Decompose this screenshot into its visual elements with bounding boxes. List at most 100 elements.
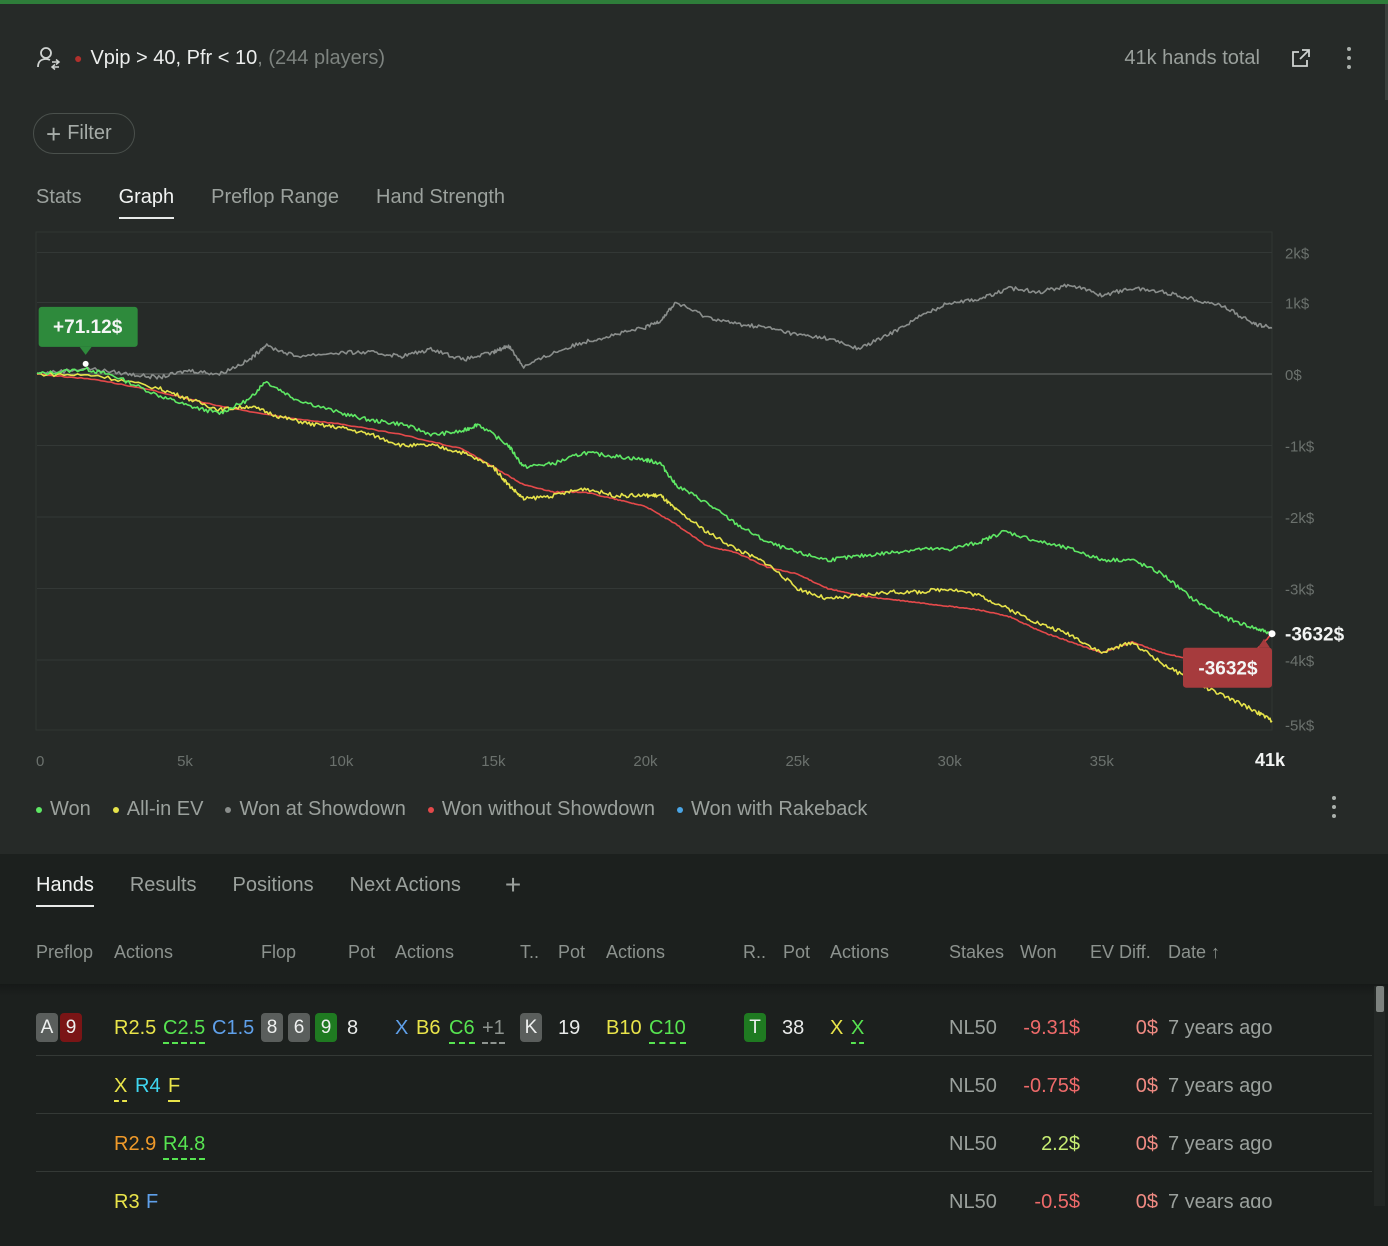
card: 6 xyxy=(288,1013,310,1042)
header-divider xyxy=(0,984,1388,996)
filter-label: Filter xyxy=(67,122,112,144)
card: T xyxy=(744,1013,766,1042)
top-accent-line xyxy=(0,0,1388,4)
action-chip: C2.5 xyxy=(163,1017,206,1044)
ev-diff: 0$ xyxy=(1135,1191,1158,1208)
tooltip-value: +71.12$ xyxy=(53,317,123,338)
end-value-badge-text: -3632$ xyxy=(1198,659,1258,680)
add-tab-icon[interactable]: + xyxy=(504,869,522,900)
col-flop[interactable]: Flop xyxy=(261,942,297,962)
action-chip: R4.8 xyxy=(163,1133,206,1160)
won-amount: -0.75$ xyxy=(1023,1075,1080,1097)
action-chip: C6 xyxy=(449,1017,475,1044)
turn-pot: 19 xyxy=(558,1017,581,1039)
col-won[interactable]: Won xyxy=(1020,942,1057,962)
table-row[interactable]: R2.9 R4.8 NL50 2.2$ 0$ 7 years ago xyxy=(0,1114,1372,1172)
end-value-badge xyxy=(1183,647,1272,688)
card: 8 xyxy=(261,1013,283,1042)
y-tick-label: 0$ xyxy=(1285,367,1302,384)
table-header: Preflop Actions Flop Pot Actions T.. Pot… xyxy=(0,942,1388,966)
tab-next-actions[interactable]: Next Actions xyxy=(349,874,461,896)
col-preflop-actions[interactable]: Actions xyxy=(114,942,174,962)
action-chip: R2.9 xyxy=(114,1133,157,1155)
legend-item-won-at-showdown[interactable]: Won at Showdown xyxy=(225,798,406,821)
card: A xyxy=(36,1013,58,1042)
scrollbar-thumb[interactable] xyxy=(1376,986,1384,1012)
player-group-icon[interactable] xyxy=(36,45,62,71)
col-river[interactable]: R.. xyxy=(743,942,767,962)
tab-graph[interactable]: Graph xyxy=(118,186,175,219)
table-scrollbar[interactable] xyxy=(1374,986,1385,1206)
flop-pot: 8 xyxy=(347,1017,359,1039)
tab-stats[interactable]: Stats xyxy=(36,186,82,208)
y-tick-label: -2k$ xyxy=(1285,510,1315,527)
hands-total: 41k hands total xyxy=(1124,46,1260,69)
tab-hands[interactable]: Hands xyxy=(36,874,94,907)
ev-diff: 0$ xyxy=(1135,1017,1158,1039)
won-amount: -0.5$ xyxy=(1034,1191,1080,1208)
date: 7 years ago xyxy=(1168,1017,1273,1039)
action-chip: B6 xyxy=(416,1017,441,1039)
legend-item-won-without-showdown[interactable]: Won without Showdown xyxy=(427,798,655,821)
legend-item-allin-ev[interactable]: All-in EV xyxy=(112,798,203,821)
action-chip: C1.5 xyxy=(212,1017,255,1039)
x-tick-label: 15k xyxy=(481,753,506,770)
col-stakes[interactable]: Stakes xyxy=(949,942,1005,962)
legend-item-won[interactable]: Won xyxy=(36,798,91,821)
legend-item-won-with-rakeback[interactable]: Won with Rakeback xyxy=(676,798,867,821)
action-chip: R4 xyxy=(135,1075,161,1097)
graph-panel xyxy=(0,4,1388,854)
col-river-pot[interactable]: Pot xyxy=(783,942,811,962)
page-scrollbar[interactable] xyxy=(1385,4,1388,100)
river-card: T xyxy=(744,1013,766,1042)
more-options-icon[interactable] xyxy=(1346,47,1352,69)
x-tick-label: 30k xyxy=(938,753,963,770)
x-tick-label: 20k xyxy=(633,753,658,770)
col-turn-actions[interactable]: Actions xyxy=(606,942,666,962)
badge-pointer xyxy=(1258,638,1270,648)
turn-card: K xyxy=(520,1013,542,1042)
tooltip-pointer xyxy=(79,346,92,355)
action-chip: X xyxy=(395,1017,409,1039)
table-row[interactable]: R3 F NL50 -0.5$ 0$ 7 years ago xyxy=(0,1172,1372,1208)
series-line-all-in-ev xyxy=(36,371,1273,723)
stakes: NL50 xyxy=(949,1133,997,1155)
col-date[interactable]: Date ↑ xyxy=(1168,942,1221,962)
y-tick-label: -4k$ xyxy=(1285,653,1315,670)
action-chip: X xyxy=(114,1075,128,1102)
won-amount: 2.2$ xyxy=(1041,1133,1080,1155)
table-row[interactable]: X R4 F NL50 -0.75$ 0$ 7 years ago xyxy=(0,1056,1372,1114)
legend-more-icon[interactable] xyxy=(1331,796,1337,818)
tab-results[interactable]: Results xyxy=(129,874,197,896)
panel-header: ● Vpip > 40, Pfr < 10 , (244 players) 41… xyxy=(36,40,1352,76)
series-line-won-at-showdown xyxy=(36,283,1273,380)
y-tick-label: -5k$ xyxy=(1285,717,1315,734)
card: 9 xyxy=(315,1013,337,1042)
col-flop-pot[interactable]: Pot xyxy=(348,942,376,962)
card: K xyxy=(520,1013,542,1042)
player-count: , (244 players) xyxy=(257,46,386,69)
tab-preflop-range[interactable]: Preflop Range xyxy=(211,186,340,208)
col-turn-pot[interactable]: Pot xyxy=(558,942,586,962)
results-graph[interactable]: 2k$ 1k$ 0$ -1k$ -2k$ -3k$ -4k$ -5k$ 0 5k 10k 15k 20k… xyxy=(0,0,1388,790)
date: 7 years ago xyxy=(1168,1133,1273,1155)
x-tick-label: 35k xyxy=(1090,753,1115,770)
add-filter-button[interactable]: + Filter xyxy=(33,113,135,154)
stakes: NL50 xyxy=(949,1017,997,1039)
col-turn[interactable]: T.. xyxy=(520,942,540,962)
x-tick-label: 0 xyxy=(36,753,44,770)
col-flop-actions[interactable]: Actions xyxy=(395,942,455,962)
col-river-actions[interactable]: Actions xyxy=(830,942,890,962)
more-actions-chip[interactable]: +1 xyxy=(482,1017,505,1044)
x-tick-label: 25k xyxy=(785,753,810,770)
col-ev-diff[interactable]: EV Diff. xyxy=(1090,942,1151,962)
col-preflop[interactable]: Preflop xyxy=(36,942,94,962)
date: 7 years ago xyxy=(1168,1075,1273,1097)
open-external-icon[interactable] xyxy=(1290,47,1312,69)
ev-diff: 0$ xyxy=(1135,1075,1158,1097)
action-chip: F xyxy=(146,1191,159,1208)
tab-positions[interactable]: Positions xyxy=(232,874,314,896)
tab-hand-strength[interactable]: Hand Strength xyxy=(376,186,506,208)
ev-diff: 0$ xyxy=(1135,1133,1158,1155)
